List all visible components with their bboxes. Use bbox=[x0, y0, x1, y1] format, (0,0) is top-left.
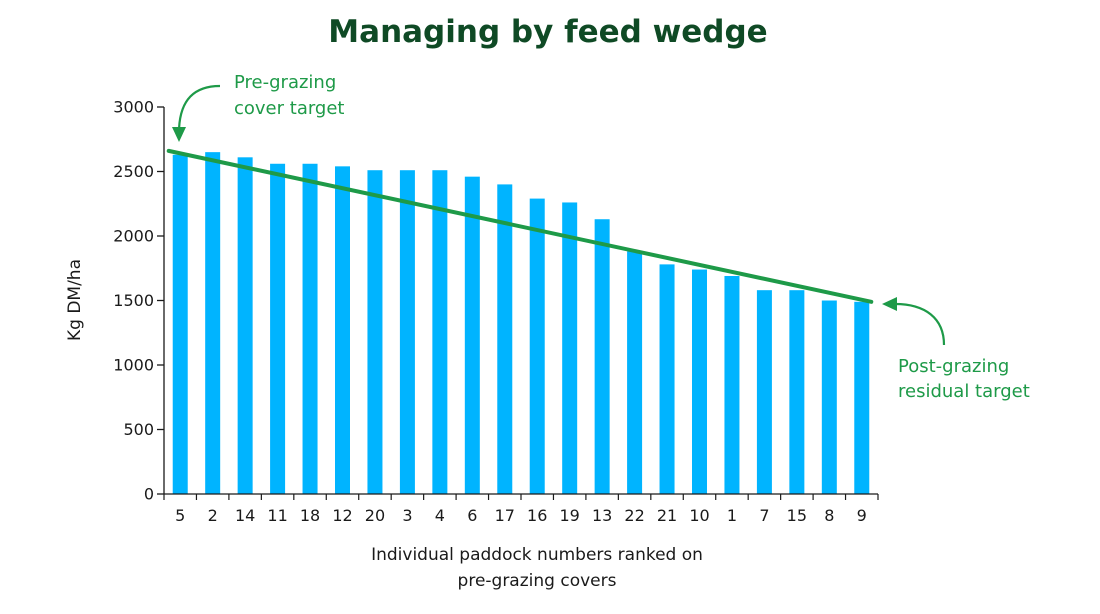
bar-paddock-15 bbox=[789, 290, 805, 494]
bar-paddock-22 bbox=[627, 251, 643, 494]
x-tick-label: 16 bbox=[527, 506, 547, 525]
bar-paddock-2 bbox=[205, 152, 221, 494]
x-tick-label: 5 bbox=[175, 506, 185, 525]
bar-paddock-20 bbox=[367, 170, 383, 494]
x-tick-label: 10 bbox=[689, 506, 709, 525]
bar-paddock-16 bbox=[529, 198, 545, 494]
chart-title: Managing by feed wedge bbox=[328, 14, 767, 50]
x-tick-label: 17 bbox=[495, 506, 515, 525]
bar-paddock-5 bbox=[172, 154, 188, 495]
pre-grazing-label-line-1: Pre-grazing bbox=[234, 72, 336, 93]
x-tick-label: 8 bbox=[824, 506, 834, 525]
bar-paddock-12 bbox=[335, 166, 350, 494]
y-tick-label: 1000 bbox=[113, 356, 154, 375]
y-tick-label: 0 bbox=[144, 485, 154, 504]
bar-paddock-10 bbox=[692, 269, 707, 494]
target-line bbox=[166, 148, 874, 304]
x-axis-label-line-1: Individual paddock numbers ranked on bbox=[371, 545, 703, 565]
bar-paddock-1 bbox=[724, 275, 740, 494]
target-line-group bbox=[166, 148, 874, 304]
x-tick-label: 2 bbox=[208, 506, 218, 525]
y-tick-label: 2500 bbox=[113, 162, 154, 181]
bar-paddock-9 bbox=[854, 301, 870, 494]
x-axis-label-line-2: pre-grazing covers bbox=[458, 571, 617, 591]
bar-paddock-11 bbox=[270, 163, 286, 494]
post-grazing-label-line-2: residual target bbox=[898, 381, 1030, 402]
bar-paddock-14 bbox=[237, 157, 253, 494]
x-tick-label: 1 bbox=[727, 506, 737, 525]
y-tick-label: 1500 bbox=[113, 291, 154, 310]
x-tick-label: 14 bbox=[235, 506, 255, 525]
bar-paddock-3 bbox=[399, 170, 415, 494]
bar-paddock-6 bbox=[464, 176, 480, 494]
bar-paddock-7 bbox=[756, 290, 772, 494]
x-tick-label: 15 bbox=[787, 506, 807, 525]
x-tick-label: 22 bbox=[624, 506, 644, 525]
y-tick-label: 2000 bbox=[113, 227, 154, 246]
bar-paddock-18 bbox=[302, 163, 318, 494]
x-tick-label: 19 bbox=[560, 506, 580, 525]
bar-paddock-8 bbox=[821, 300, 837, 494]
x-tick-label: 12 bbox=[332, 506, 352, 525]
y-tick-label: 500 bbox=[123, 420, 154, 439]
y-axis-ticks: 0 500 1000 1500 2000 2500 3000 bbox=[113, 98, 165, 504]
x-tick-label: 18 bbox=[300, 506, 320, 525]
pre-grazing-arrow bbox=[177, 84, 221, 131]
bars bbox=[172, 152, 870, 495]
pre-grazing-label-line-2: cover target bbox=[234, 98, 345, 119]
x-tick-label: 21 bbox=[657, 506, 677, 525]
y-tick-label: 3000 bbox=[113, 98, 154, 117]
post-grazing-label-line-1: Post-grazing bbox=[898, 356, 1009, 377]
x-tick-label: 4 bbox=[435, 506, 445, 525]
x-tick-label: 9 bbox=[857, 506, 867, 525]
x-tick-label: 7 bbox=[759, 506, 769, 525]
bar-paddock-13 bbox=[594, 219, 610, 495]
bar-paddock-19 bbox=[562, 202, 578, 494]
y-axis-label: Kg DM/ha bbox=[65, 259, 85, 341]
x-tick-label: 3 bbox=[402, 506, 412, 525]
x-axis: 5 2 14 11 18 12 20 3 4 6 17 16 19 13 22 21 10 1 7 15 8 9 bbox=[163, 493, 879, 525]
x-tick-label: 11 bbox=[267, 506, 287, 525]
x-tick-label: 20 bbox=[365, 506, 385, 525]
post-grazing-arrowhead-icon bbox=[882, 297, 897, 311]
x-tick-label: 6 bbox=[467, 506, 477, 525]
pre-grazing-arrowhead-icon bbox=[172, 127, 186, 142]
post-grazing-arrow bbox=[894, 302, 946, 346]
bar-paddock-4 bbox=[432, 170, 448, 494]
y-axis-label-group: Kg DM/ha bbox=[65, 259, 85, 341]
bar-paddock-21 bbox=[659, 264, 675, 494]
bar-paddock-17 bbox=[497, 184, 513, 494]
x-tick-label: 13 bbox=[592, 506, 612, 525]
